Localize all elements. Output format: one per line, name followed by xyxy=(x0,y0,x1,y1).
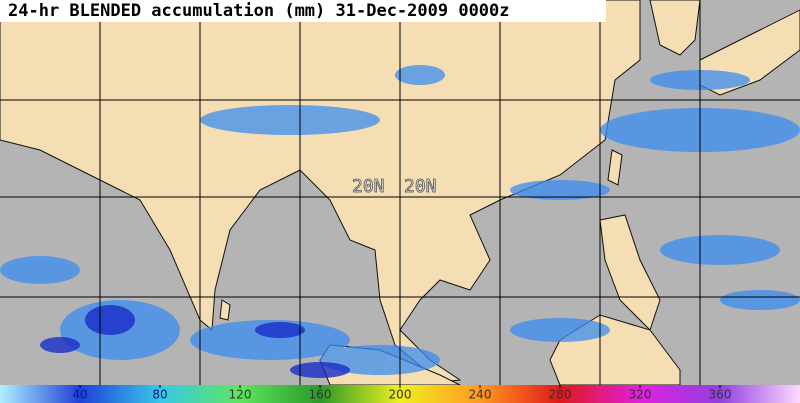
grid-label: 20N xyxy=(352,176,385,197)
title-box xyxy=(0,0,606,22)
colorbar-label: 200 xyxy=(389,388,412,402)
grid-label: 20N xyxy=(404,176,437,197)
colorbar-label: 240 xyxy=(469,388,492,402)
title: 24-hr BLENDED accumulation (mm) 31-Dec-2… xyxy=(8,1,510,21)
colorbar-label: 40 xyxy=(72,388,87,402)
colorbar-label: 280 xyxy=(549,388,572,402)
colorbar-label: 160 xyxy=(309,388,332,402)
colorbar-label: 320 xyxy=(629,388,652,402)
colorbar xyxy=(0,385,800,403)
precip-heavy xyxy=(40,305,350,378)
colorbar-label: 120 xyxy=(229,388,252,402)
colorbar-label: 360 xyxy=(709,388,732,402)
colorbar-label: 80 xyxy=(152,388,167,402)
graticule xyxy=(0,0,800,385)
